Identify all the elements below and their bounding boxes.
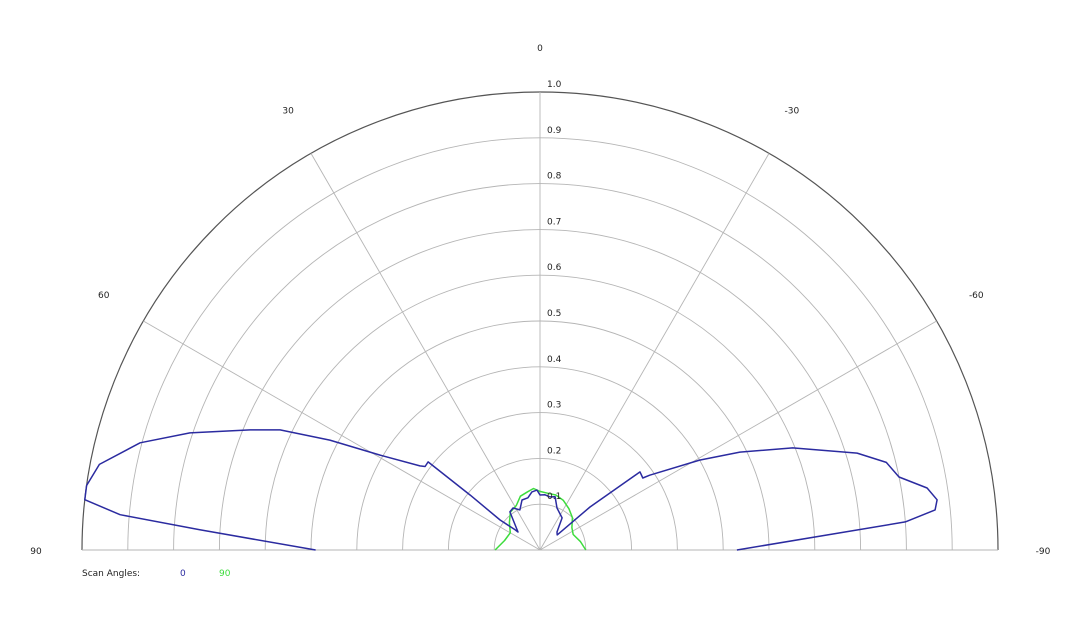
radial-tick-label: 0.2	[547, 446, 561, 456]
series-line-90	[494, 487, 587, 551]
legend-entry-90: 90	[219, 569, 231, 579]
radial-tick-label: 1.0	[547, 80, 562, 90]
grid-spoke	[143, 320, 541, 551]
angle-tick-label: 90	[30, 547, 42, 557]
legend: Scan Angles: 0 90	[82, 569, 231, 579]
angle-tick-label: -90	[1036, 547, 1051, 557]
radial-tick-label: 0.4	[547, 355, 562, 365]
legend-title: Scan Angles:	[82, 569, 140, 579]
radial-tick-label: 0.9	[547, 126, 562, 136]
angle-tick-label: 30	[282, 107, 294, 117]
legend-entry-0: 0	[180, 569, 186, 579]
grid-spoke	[539, 320, 937, 551]
radial-tick-label: 0.3	[547, 401, 561, 411]
radial-tick-label: 0.6	[547, 263, 562, 273]
angle-tick-label: -60	[969, 291, 984, 301]
angle-tick-label: 60	[98, 291, 110, 301]
series-line-0	[84, 429, 938, 551]
radial-tick-label: 0.1	[547, 492, 561, 502]
radial-tick-label: 0.5	[547, 309, 561, 319]
angle-tick-label: -30	[785, 107, 800, 117]
angle-tick-label: 0	[537, 44, 543, 54]
grid-spoke	[310, 153, 541, 551]
radial-tick-label: 0.7	[547, 217, 561, 227]
series-layer	[84, 429, 938, 551]
grid-spoke	[539, 153, 770, 551]
radial-tick-label: 0.8	[547, 172, 562, 182]
tick-labels: 0.1 0.2 0.3 0.4 0.5 0.6 0.7 0.8 0.9 1.0 0 30 -30 60 -6…	[30, 44, 1050, 557]
grid	[81, 91, 999, 551]
